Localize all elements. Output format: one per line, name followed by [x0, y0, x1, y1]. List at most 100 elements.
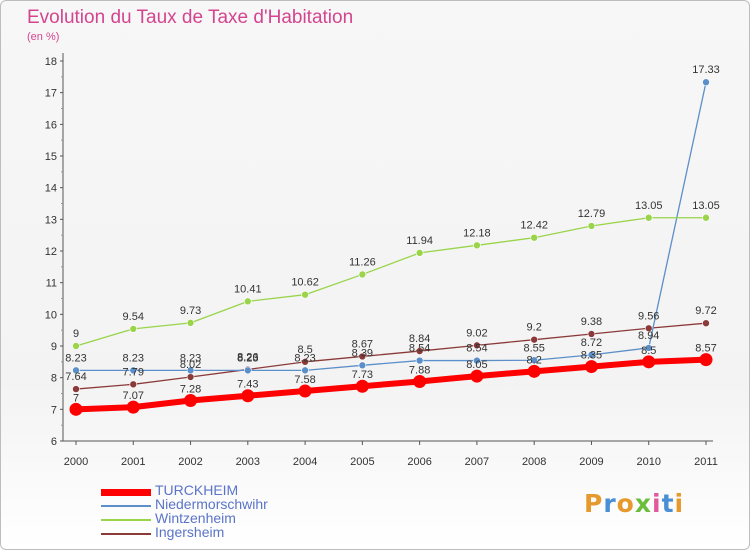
data-label: 8.72 — [581, 337, 602, 349]
chart-title: Evolution du Taux de Taxe d'Habitation — [27, 7, 354, 28]
y-tick-label: 15 — [45, 151, 57, 163]
data-label: 8.55 — [523, 342, 544, 354]
data-label: 8.54 — [466, 343, 487, 355]
data-point — [358, 352, 367, 361]
data-point — [587, 330, 596, 338]
data-label: 9.38 — [581, 316, 602, 328]
data-point — [69, 402, 83, 416]
data-label: 8.23 — [237, 352, 258, 364]
x-tick-label: 2004 — [293, 456, 317, 468]
data-point — [413, 374, 427, 388]
logo-letter: P — [584, 489, 604, 518]
legend-label: TURCKHEIM — [155, 482, 239, 498]
data-label: 7.07 — [123, 390, 144, 402]
data-label: 9.02 — [466, 327, 487, 339]
legend-swatch — [101, 533, 151, 535]
data-label: 17.33 — [692, 64, 720, 76]
y-tick-label: 8 — [51, 373, 57, 385]
data-label: 8.94 — [638, 330, 659, 342]
data-point — [186, 366, 195, 375]
y-tick-label: 9 — [51, 341, 57, 353]
data-label: 8.84 — [409, 333, 430, 345]
x-tick-label: 2011 — [694, 456, 718, 468]
data-point — [72, 366, 80, 375]
series-line-turckheim — [75, 356, 707, 413]
data-point — [702, 213, 710, 222]
data-point — [244, 366, 252, 375]
data-label: 8.57 — [695, 343, 716, 355]
data-point — [415, 347, 424, 355]
x-tick-label: 2010 — [636, 456, 660, 468]
proxiti-logo: Proxiti — [584, 489, 684, 518]
y-tick-label: 13 — [45, 214, 57, 226]
data-label: 8.39 — [352, 347, 373, 359]
legend-swatch — [101, 488, 151, 496]
series-line-wintzenheim — [75, 217, 706, 347]
data-label: 8.5 — [297, 344, 312, 356]
y-tick-label: 14 — [45, 183, 57, 195]
data-point — [642, 355, 656, 369]
data-label: 11.26 — [349, 256, 376, 268]
data-label: 9.56 — [638, 310, 659, 322]
logo-letter: t — [661, 489, 675, 518]
data-point — [699, 353, 713, 367]
data-label: 11.94 — [406, 235, 433, 247]
data-point — [241, 389, 255, 403]
data-point — [129, 380, 138, 389]
data-point — [644, 344, 653, 352]
y-tick-label: 18 — [45, 56, 57, 68]
legend-label: Ingersheim — [155, 524, 225, 540]
x-tick-label: 2003 — [236, 456, 260, 468]
legend-label: Niedermorschwihr — [155, 496, 268, 512]
data-label: 9.54 — [123, 311, 144, 323]
x-tick-label: 2008 — [522, 456, 546, 468]
data-point — [129, 366, 138, 375]
data-point — [530, 335, 538, 344]
data-label: 7.88 — [409, 364, 430, 376]
data-point — [358, 270, 367, 279]
data-point — [702, 319, 710, 328]
x-tick-label: 2007 — [465, 456, 489, 468]
y-tick-label: 6 — [51, 436, 57, 448]
data-point — [584, 360, 598, 374]
data-point — [587, 351, 596, 359]
y-tick-label: 11 — [46, 278, 57, 290]
series-line-ingersheim — [75, 322, 707, 390]
data-point — [186, 373, 195, 381]
logo-letter: r — [603, 489, 617, 518]
data-label: 8.54 — [409, 343, 430, 355]
data-label: 12.42 — [520, 220, 548, 232]
y-tick-label: 7 — [51, 404, 57, 416]
data-point — [184, 393, 198, 407]
x-tick-label: 2009 — [579, 456, 603, 468]
data-label: 8.05 — [466, 359, 487, 371]
data-label: 7.58 — [294, 374, 315, 386]
data-point — [298, 384, 312, 398]
y-tick-label: 10 — [45, 309, 57, 321]
data-label: 7.73 — [352, 369, 373, 381]
data-label: 7.43 — [237, 379, 258, 391]
data-label: 7.64 — [65, 371, 86, 383]
logo-letter: i — [652, 489, 662, 518]
data-label: 8.23 — [294, 352, 315, 364]
data-point — [587, 222, 596, 230]
data-point — [355, 379, 369, 393]
data-point — [527, 364, 541, 378]
data-point — [301, 366, 309, 375]
data-label: 8.26 — [237, 351, 258, 363]
data-label: 8.2 — [527, 354, 542, 366]
x-tick-label: 2001 — [121, 456, 145, 468]
legend-label: Wintzenheim — [155, 510, 236, 526]
data-label: 9 — [73, 328, 79, 340]
legend-swatch — [101, 505, 151, 507]
chart-unit: (en %) — [27, 31, 60, 43]
data-label: 7.79 — [123, 366, 144, 378]
data-point — [301, 290, 309, 299]
data-label: 9.73 — [180, 305, 201, 317]
data-point — [530, 233, 538, 242]
data-label: 7 — [73, 392, 79, 404]
x-tick-label: 2000 — [64, 456, 88, 468]
data-label: 8.23 — [65, 352, 86, 364]
data-point — [473, 356, 481, 365]
